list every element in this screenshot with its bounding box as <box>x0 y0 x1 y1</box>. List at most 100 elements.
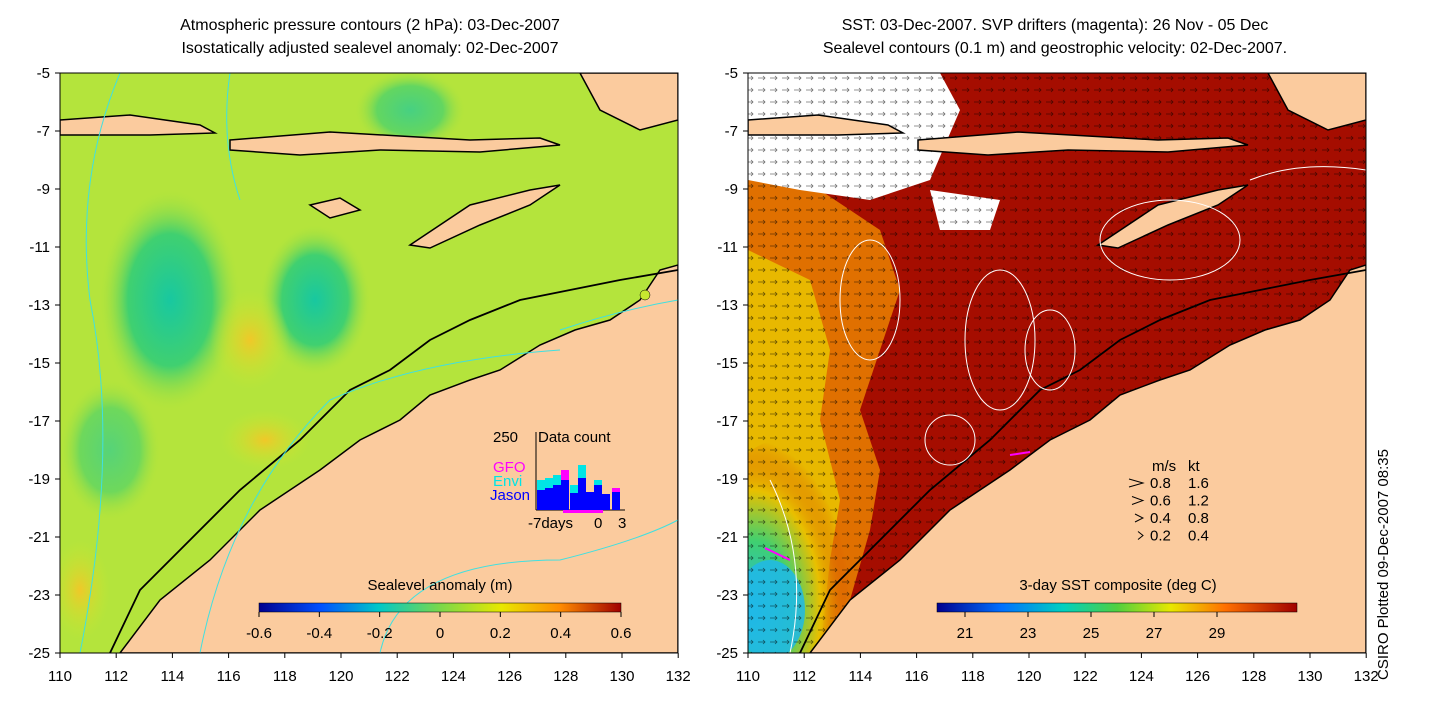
left-title-line2: Isostatically adjusted sealevel anomaly:… <box>181 40 559 57</box>
left-colorbar: Sealevel anomaly (m) -0.6 -0.4 -0.2 0 0.2 0.4… <box>246 577 631 642</box>
left-map <box>60 73 678 653</box>
right-colorbar-tick: 25 <box>1083 625 1100 642</box>
x-tick-label: 116 <box>905 668 929 685</box>
y-tick-label: -23 <box>28 587 50 604</box>
left-title-line1: Atmospheric pressure contours (2 hPa): 0… <box>180 17 560 34</box>
right-colorbar: 3-day SST composite (deg C) 21 23 25 27 29 <box>936 577 1298 642</box>
x-tick-label: 122 <box>385 668 410 685</box>
y-tick-label: -9 <box>37 181 50 198</box>
right-north-coast <box>1267 73 1366 131</box>
left-y-axis: -5 -7 -9 -11 -13 -15 -17 -19 -21 -23 -25 <box>28 65 60 662</box>
y-tick-label: -21 <box>28 529 50 546</box>
y-tick-label: -11 <box>29 239 50 256</box>
velocity-arrow-icon <box>1131 496 1145 505</box>
inset-ymax-label: 250 <box>493 429 518 446</box>
inset-xlabel-end: 3 <box>618 515 626 532</box>
x-tick-label: 112 <box>792 668 816 685</box>
velocity-ms-value: 0.4 <box>1150 510 1171 527</box>
x-tick-label: 132 <box>666 668 691 685</box>
y-tick-label: -19 <box>716 471 738 488</box>
left-colorbar-tick: -0.2 <box>367 625 393 642</box>
velocity-arrow-icon <box>1128 478 1145 488</box>
y-tick-label: -19 <box>28 471 50 488</box>
x-tick-label: 110 <box>48 668 72 685</box>
left-colorbar-tick: -0.6 <box>246 625 272 642</box>
right-nusa-tenggara <box>917 131 1249 156</box>
left-java-island <box>60 114 218 136</box>
right-colorbar-label: 3-day SST composite (deg C) <box>1019 577 1216 594</box>
right-australia-land <box>809 264 1366 653</box>
inset-legend-gfo: GFO <box>493 459 526 476</box>
x-tick-label: 130 <box>609 668 634 685</box>
right-timor <box>1095 184 1249 249</box>
left-north-coast <box>579 73 678 131</box>
velocity-arrow-icon <box>1137 531 1144 540</box>
left-colorbar-tick: -0.4 <box>306 625 332 642</box>
velocity-arrow-icon <box>1134 513 1145 523</box>
right-colorbar-tick: 23 <box>1020 625 1037 642</box>
right-colorbar-tick: 27 <box>1146 625 1163 642</box>
y-tick-label: -5 <box>725 65 738 82</box>
y-tick-label: -7 <box>725 123 738 140</box>
x-tick-label: 120 <box>1016 668 1041 685</box>
velocity-ms-value: 0.8 <box>1150 475 1171 492</box>
right-x-axis: 110 112 114 116 118 120 122 124 126 128 130 132 <box>736 653 1379 685</box>
x-tick-label: 112 <box>104 668 128 685</box>
inset-xlabel-zero: 0 <box>594 515 602 532</box>
left-nusa-tenggara <box>229 131 561 156</box>
left-sumba <box>308 197 362 219</box>
x-tick-label: 128 <box>1241 668 1266 685</box>
left-colorbar-tick: 0 <box>436 625 444 642</box>
left-x-axis: 110 112 114 116 118 120 122 124 126 128 130 132 <box>48 653 691 685</box>
left-colorbar-label: Sealevel anomaly (m) <box>367 577 512 594</box>
velocity-ms-value: 0.2 <box>1150 528 1171 545</box>
y-tick-label: -17 <box>28 413 50 430</box>
x-tick-label: 130 <box>1297 668 1322 685</box>
velocity-header-ms: m/s <box>1152 458 1176 475</box>
left-colorbar-tick: 0.4 <box>550 625 571 642</box>
right-title-line1: SST: 03-Dec-2007. SVP drifters (magenta)… <box>841 17 1269 34</box>
velocity-kt-value: 1.6 <box>1188 475 1209 492</box>
x-tick-label: 120 <box>328 668 353 685</box>
credit-text: CSIRO Plotted 09-Dec-2007 08:35 <box>1375 449 1392 680</box>
data-count-inset: 250 Data count GFO Envi Jason -7days 0 3 <box>490 429 626 532</box>
x-tick-label: 114 <box>160 668 184 685</box>
y-tick-label: -15 <box>716 355 738 372</box>
y-tick-label: -11 <box>717 239 738 256</box>
y-tick-label: -17 <box>716 413 738 430</box>
right-map <box>748 73 1366 653</box>
x-tick-label: 110 <box>736 668 760 685</box>
x-tick-label: 124 <box>441 668 466 685</box>
y-tick-label: -13 <box>716 297 738 314</box>
y-tick-label: -9 <box>725 181 738 198</box>
x-tick-label: 132 <box>1354 668 1379 685</box>
y-tick-label: -5 <box>37 65 50 82</box>
right-java-island <box>748 114 906 136</box>
x-tick-label: 118 <box>961 668 985 685</box>
right-colorbar-tick: 29 <box>1209 625 1226 642</box>
left-australia-land <box>119 264 678 653</box>
velocity-ms-value: 0.6 <box>1150 493 1171 510</box>
y-tick-label: -15 <box>28 355 50 372</box>
velocity-legend: m/s kt 0.8 1.60.6 1.20.4 0.80.2 0.4 <box>1128 458 1209 545</box>
inset-legend-jason: Jason <box>490 487 530 504</box>
y-tick-label: -13 <box>28 297 50 314</box>
x-tick-label: 118 <box>273 668 297 685</box>
inset-title: Data count <box>538 429 611 446</box>
right-colorbar-tick: 21 <box>957 625 974 642</box>
left-shelf-contour <box>109 269 678 653</box>
left-colorbar-tick: 0.2 <box>490 625 511 642</box>
right-title-line2: Sealevel contours (0.1 m) and geostrophi… <box>822 40 1288 57</box>
y-tick-label: -23 <box>716 587 738 604</box>
x-tick-label: 126 <box>497 668 522 685</box>
right-y-axis: -5 -7 -9 -11 -13 -15 -17 -19 -21 -23 -25 <box>716 65 748 662</box>
y-tick-label: -7 <box>37 123 50 140</box>
y-tick-label: -25 <box>28 645 50 662</box>
inset-xlabel-start: -7days <box>528 515 573 532</box>
y-tick-label: -21 <box>716 529 738 546</box>
left-colorbar-tick: 0.6 <box>611 625 632 642</box>
x-tick-label: 128 <box>553 668 578 685</box>
velocity-kt-value: 1.2 <box>1188 493 1209 510</box>
y-tick-label: -25 <box>716 645 738 662</box>
